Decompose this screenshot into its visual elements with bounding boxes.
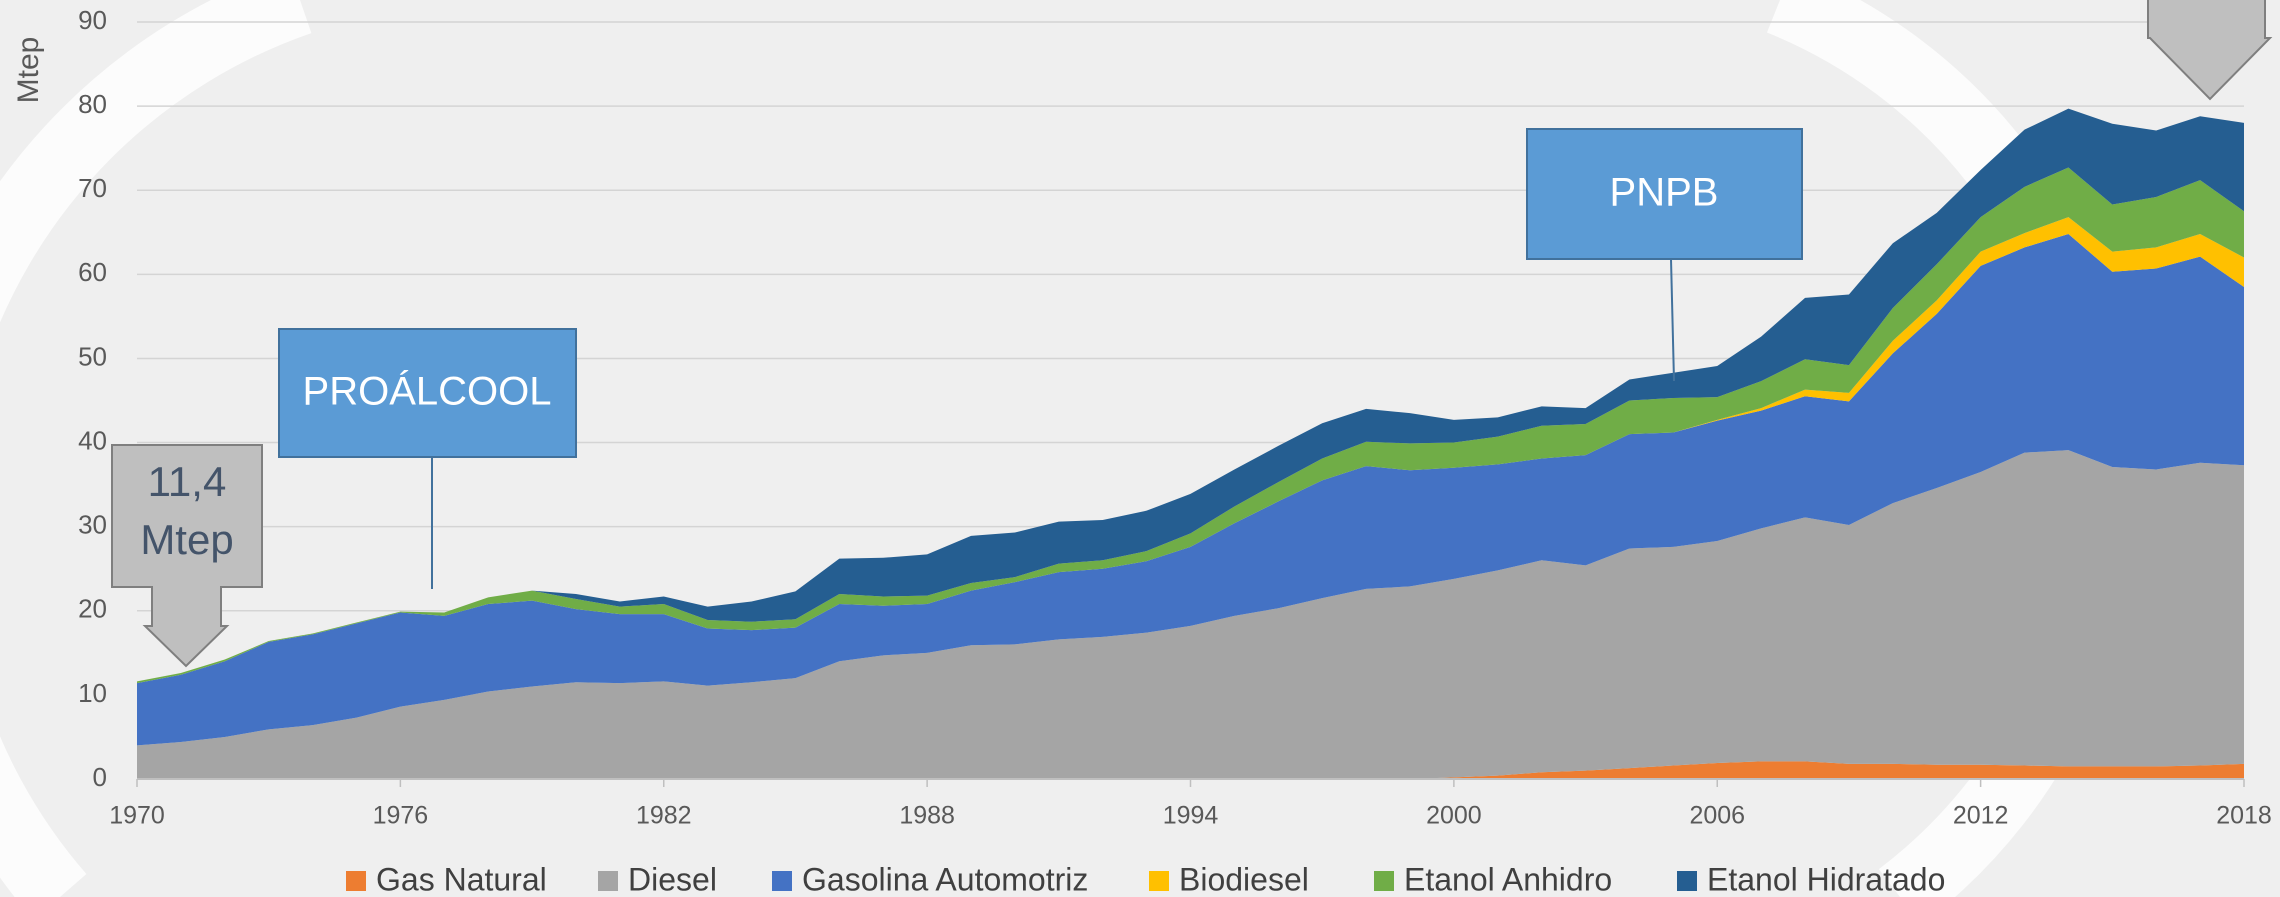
area bbox=[137, 167, 2244, 684]
area bbox=[137, 450, 2244, 779]
y-tick-label: 40 bbox=[78, 425, 107, 455]
annotation-box bbox=[278, 328, 577, 458]
legend-swatch bbox=[1677, 871, 1697, 891]
legend-label: Etanol Hidratado bbox=[1707, 861, 1945, 897]
annotation: PNPB bbox=[1610, 171, 1719, 215]
x-tick-label: 1988 bbox=[899, 802, 955, 830]
callout-text: 11,4 bbox=[148, 458, 227, 505]
legend-swatch bbox=[1149, 871, 1169, 891]
legend-swatch bbox=[772, 871, 792, 891]
annotation-box bbox=[1526, 128, 1803, 260]
legend-label: Gasolina Automotriz bbox=[802, 861, 1088, 897]
x-tick-label: 1970 bbox=[109, 802, 165, 830]
legend-label: Etanol Anhidro bbox=[1404, 861, 1612, 897]
decor-arc bbox=[0, 0, 312, 897]
y-tick-label: 70 bbox=[78, 173, 107, 203]
annotation-line bbox=[1670, 258, 1675, 382]
x-tick-label: 2000 bbox=[1426, 802, 1482, 830]
area bbox=[137, 761, 2244, 779]
y-tick-label: 10 bbox=[78, 678, 107, 708]
y-tick-label: 30 bbox=[78, 510, 107, 540]
x-tick-label: 1976 bbox=[373, 802, 429, 830]
x-tick-label: 1994 bbox=[1163, 802, 1219, 830]
legend: Gas Natural Diesel Gasolina Automotriz Biod… bbox=[346, 861, 1945, 897]
x-tick-label: 2006 bbox=[1689, 802, 1745, 830]
legend-swatch bbox=[346, 871, 366, 891]
areas bbox=[137, 108, 2244, 779]
area bbox=[137, 108, 2244, 682]
legend-label: Biodiesel bbox=[1179, 861, 1309, 897]
legend-swatch bbox=[598, 871, 618, 891]
y-axis-label: Mtep bbox=[12, 37, 45, 104]
axes: 0 10 20 30 40 50 60 70 80 90 1970 1976 1982 1988 1994 2… bbox=[78, 5, 2272, 830]
y-tick-label: 20 bbox=[78, 594, 107, 624]
legend-swatch bbox=[1374, 871, 1394, 891]
annotation: PROÁLCOOL bbox=[303, 369, 552, 414]
legend-label: Diesel bbox=[628, 861, 717, 897]
x-tick-label: 1982 bbox=[636, 802, 692, 830]
y-tick-label: 90 bbox=[78, 5, 107, 35]
area bbox=[137, 233, 2244, 746]
callout-text: Mtep bbox=[140, 516, 233, 563]
y-tick-label: 60 bbox=[78, 257, 107, 287]
y-tick-label: 80 bbox=[78, 89, 107, 119]
callout-arrow bbox=[111, 444, 263, 668]
x-tick-label: 2012 bbox=[1953, 802, 2009, 830]
x-tick-label: 2018 bbox=[2216, 802, 2272, 830]
legend-label: Gas Natural bbox=[376, 861, 547, 897]
callout-arrow bbox=[2147, 0, 2273, 101]
y-tick-label: 50 bbox=[78, 341, 107, 371]
y-tick-label: 0 bbox=[93, 762, 107, 792]
